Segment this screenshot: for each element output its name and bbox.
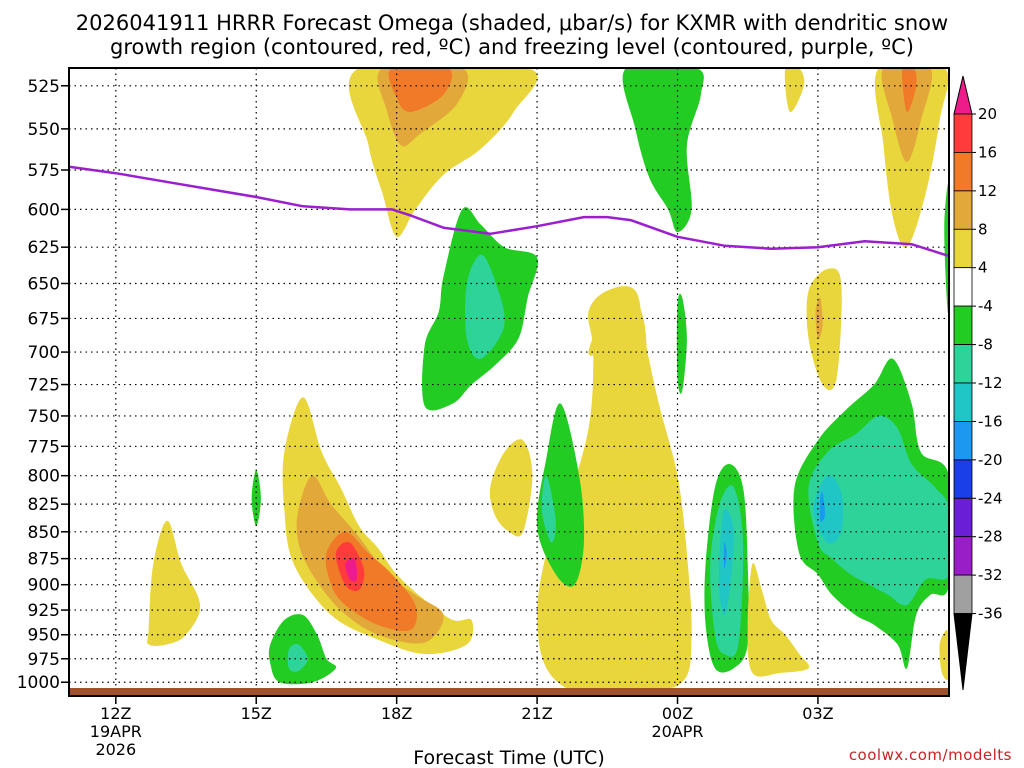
- omega-region-29: [815, 297, 823, 340]
- omega-region-7: [881, 68, 932, 162]
- omega-region-8: [901, 68, 917, 112]
- y-tick-label-1000: 1000: [17, 673, 60, 693]
- colorbar-segment-4: [953, 267, 973, 307]
- colorbar-label-6: -8: [978, 336, 993, 354]
- x-tick-label-15Z: 15Z: [241, 704, 272, 723]
- plot-background: [69, 68, 949, 696]
- y-tick-label-600: 600: [28, 200, 60, 220]
- colorbar-label-8: -16: [978, 412, 1003, 430]
- y-tick-label-850: 850: [28, 523, 60, 543]
- y-tick-label-825: 825: [28, 495, 60, 515]
- omega-region-33: [813, 475, 844, 544]
- y-tick-label-675: 675: [28, 309, 60, 329]
- x-tick-year-12Z: 2026: [95, 740, 136, 759]
- plot-area: [68, 67, 950, 697]
- y-tick-label-875: 875: [28, 550, 60, 570]
- y-tick-label-775: 775: [28, 437, 60, 457]
- colorbar-segment-10: [953, 497, 973, 538]
- colorbar-label-3: 8: [978, 220, 988, 238]
- y-tick-label-650: 650: [28, 274, 60, 294]
- x-tick-label-12Z: 12Z: [100, 704, 131, 723]
- colorbar-label-5: -4: [978, 297, 993, 315]
- omega-region-23: [676, 293, 687, 394]
- y-tick-label-700: 700: [28, 343, 60, 363]
- omega-region-5: [784, 68, 805, 112]
- omega-region-45: [345, 557, 358, 582]
- omega-region-10: [465, 254, 505, 360]
- omega-region-32: [808, 415, 949, 606]
- x-tick-label-18Z: 18Z: [381, 704, 412, 723]
- omega-region-27: [724, 542, 727, 570]
- colorbar-label-7: -12: [978, 374, 1003, 392]
- y-axis: 525 550 575 600 625 650 675 700 725 750 775 800 825 8…: [17, 77, 69, 693]
- gridlines: [69, 68, 949, 696]
- x-tick-label-21Z: 21Z: [521, 704, 552, 723]
- omega-region-21: [541, 475, 556, 543]
- omega-region-36: [944, 183, 949, 315]
- y-tick-label-900: 900: [28, 576, 60, 596]
- y-tick-label-975: 975: [28, 650, 60, 670]
- colorbar-segment-11: [953, 536, 973, 576]
- omega-region-22: [489, 439, 533, 537]
- y-tick-label-925: 925: [28, 601, 60, 621]
- colorbar-segment-2: [953, 190, 973, 230]
- freezing-level-line: [69, 165, 949, 258]
- omega-region-19: [537, 286, 692, 696]
- colorbar-segment-5: [953, 305, 973, 345]
- colorbar-segment-0: [953, 113, 973, 153]
- omega-region-39: [287, 643, 308, 672]
- colorbar-top-arrow: [953, 75, 973, 115]
- omega-region-28: [806, 268, 842, 391]
- y-tick-label-575: 575: [28, 161, 60, 181]
- colorbar-label-4: 4: [978, 259, 988, 277]
- colorbar-segment-1: [953, 151, 973, 192]
- colorbar-segment-12: [953, 574, 973, 614]
- x-tick-date-12Z: 19APR: [90, 722, 142, 741]
- omega-region-35: [939, 629, 949, 680]
- omega-region-26: [719, 509, 734, 615]
- colorbar-segment-9: [953, 459, 973, 499]
- x-tick-label-03Z: 03Z: [802, 704, 833, 723]
- omega-region-2: [388, 68, 453, 112]
- omega-region-4: [622, 68, 704, 233]
- freezing-level-layer: [69, 165, 949, 258]
- plot-frame: [68, 67, 950, 697]
- colorbar-label-0: 20: [978, 105, 997, 123]
- chart-title-line-2: growth region (contoured, red, ºC) and f…: [110, 35, 914, 59]
- omega-shading-layer: [147, 68, 949, 696]
- y-tick-label-525: 525: [28, 77, 60, 97]
- terrain-ground-band: [69, 688, 949, 695]
- colorbar-segment-3: [953, 228, 973, 269]
- colorbar-bottom-arrow: [953, 613, 973, 691]
- y-tick-label-750: 750: [28, 407, 60, 427]
- omega-region-20: [536, 403, 585, 587]
- colorbar-label-13: -36: [978, 605, 1003, 623]
- omega-region-34: [819, 491, 826, 522]
- y-tick-label-550: 550: [28, 120, 60, 140]
- y-tick-label-625: 625: [28, 238, 60, 258]
- colorbar-label-9: -20: [978, 451, 1003, 469]
- omega-region-30: [747, 562, 810, 677]
- credit-text: coolwx.com/modelts: [849, 746, 1012, 764]
- colorbar-segment-6: [953, 344, 973, 384]
- colorbar: 20 16 12 8 4 -4 -8 -12 -16 -20 -24 -28 -32 -36: [953, 75, 1003, 691]
- x-tick-date-00Z: 20APR: [651, 722, 703, 741]
- y-tick-label-800: 800: [28, 467, 60, 487]
- colorbar-label-1: 16: [978, 143, 997, 161]
- x-tick-label-00Z: 00Z: [662, 704, 693, 723]
- colorbar-segment-8: [953, 420, 973, 461]
- colorbar-label-10: -24: [978, 489, 1003, 507]
- y-tick-label-725: 725: [28, 376, 60, 396]
- x-axis-label: Forecast Time (UTC): [413, 747, 604, 768]
- colorbar-label-11: -28: [978, 528, 1003, 546]
- y-tick-label-950: 950: [28, 626, 60, 646]
- colorbar-label-12: -32: [978, 566, 1003, 584]
- omega-region-40: [147, 520, 201, 646]
- colorbar-segment-7: [953, 382, 973, 422]
- colorbar-label-2: 12: [978, 182, 997, 200]
- chart-title-line-1: 2026041911 HRRR Forecast Omega (shaded, …: [76, 11, 948, 35]
